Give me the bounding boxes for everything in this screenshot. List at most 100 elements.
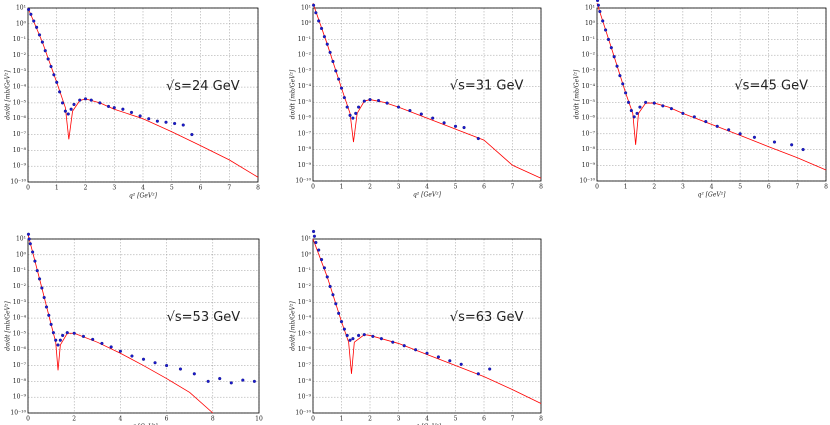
y-tick-label: 10⁻⁸: [298, 146, 312, 153]
data-point: [436, 355, 440, 359]
x-tick-label: 1: [624, 184, 628, 191]
data-point: [790, 143, 794, 147]
y-tick-label: 10⁻¹⁰: [295, 410, 311, 417]
y-tick-label: 10⁻⁴: [298, 83, 312, 90]
data-point: [32, 19, 36, 23]
data-point: [40, 286, 44, 290]
x-tick-label: 1: [55, 185, 59, 192]
y-tick-label: 10⁻¹⁰: [579, 178, 595, 185]
y-tick-label: 10⁻¹: [582, 36, 595, 43]
data-point: [61, 333, 65, 337]
data-point: [635, 111, 639, 115]
data-point: [626, 100, 631, 104]
data-point: [89, 98, 93, 102]
y-axis-label: dσ/dt [mb/GeV²]: [5, 301, 12, 351]
x-tick-label: 7: [511, 416, 515, 423]
data-point: [46, 57, 50, 61]
data-point: [106, 104, 111, 108]
data-point: [442, 121, 446, 125]
data-point: [37, 33, 42, 37]
y-tick-label: 10⁻¹: [13, 36, 26, 43]
data-point: [58, 338, 62, 342]
data-point: [362, 333, 366, 337]
y-tick-label: 10⁻⁴: [13, 84, 27, 91]
y-tick-label: 10⁻²: [13, 52, 27, 59]
x-tick-label: 7: [227, 185, 231, 192]
data-point: [55, 80, 59, 84]
x-axis-label: q² [GeV²]: [129, 193, 158, 200]
data-point: [337, 77, 341, 81]
x-tick-label: 4: [141, 185, 145, 192]
data-point: [488, 367, 492, 371]
x-tick-label: 3: [681, 184, 685, 191]
x-axis-label: q² [GeV²]: [413, 424, 442, 425]
x-tick-label: 6: [482, 184, 486, 191]
annotation: √s=24 GeV: [166, 79, 240, 94]
y-tick-label: 10⁻³: [13, 299, 27, 306]
data-point: [319, 26, 324, 31]
data-point: [715, 124, 719, 128]
data-point: [425, 351, 429, 355]
data-point: [312, 3, 316, 7]
y-tick-label: 10¹: [301, 5, 311, 12]
x-tick-label: 2: [72, 416, 76, 423]
y-tick-label: 10¹: [301, 236, 311, 243]
y-tick-label: 10⁻¹: [298, 267, 311, 274]
y-tick-label: 10⁰: [16, 20, 27, 27]
y-tick-label: 10¹: [16, 236, 26, 243]
data-point: [476, 137, 480, 141]
data-point: [58, 90, 62, 94]
data-point: [155, 119, 159, 123]
data-point: [772, 140, 777, 144]
data-point: [147, 117, 151, 121]
plot-frame: [596, 7, 827, 182]
data-point: [606, 37, 610, 42]
y-axis-label: dσ/dt [mb/GeV²]: [5, 70, 12, 120]
data-point: [118, 349, 122, 353]
y-axis-label: dσ/dt [mb/GeV²]: [290, 69, 297, 119]
data-point: [681, 111, 685, 115]
data-point: [342, 96, 346, 100]
data-point: [738, 132, 742, 136]
x-tick-label: 8: [539, 416, 543, 423]
x-tick-label: 10: [255, 416, 263, 423]
data-point: [371, 334, 375, 338]
y-tick-label: 10⁻⁶: [582, 115, 596, 122]
data-point: [752, 135, 756, 139]
data-point: [609, 46, 613, 50]
data-point: [414, 348, 418, 352]
panel: 0 1 2 3 4 5 6 7 8 10¹ 10⁰ 10⁻¹ 10⁻² 10⁻³ 10⁻⁴ 10⁻⁵ 10⁻⁶ 1…: [290, 229, 543, 425]
data-point: [314, 11, 318, 15]
x-tick-label: 2: [368, 184, 372, 191]
data-point: [337, 311, 341, 315]
y-tick-label: 10⁻¹⁰: [10, 179, 26, 186]
y-tick-label: 10⁻⁸: [582, 146, 596, 153]
data-point: [376, 99, 381, 103]
data-point: [624, 91, 628, 95]
plot-frame: [312, 238, 542, 414]
data-point: [98, 101, 102, 105]
y-tick-label: 10⁻⁴: [298, 315, 312, 322]
data-point: [396, 105, 401, 109]
y-tick-label: 10⁻⁸: [13, 147, 27, 154]
x-tick-label: 2: [368, 416, 372, 423]
x-tick-label: 4: [425, 416, 429, 423]
model-curve: [27, 234, 214, 414]
y-tick-label: 10⁰: [585, 20, 596, 27]
y-tick-label: 10⁻¹: [298, 36, 311, 43]
y-axis-label: dσ/dt [mb/GeV²]: [290, 301, 297, 351]
data-point: [629, 109, 633, 113]
data-point: [692, 115, 696, 119]
data-point: [56, 343, 60, 347]
x-tick-label: 5: [454, 416, 458, 423]
y-tick-label: 10⁻⁵: [298, 99, 312, 106]
data-point: [312, 234, 316, 238]
data-point: [54, 338, 58, 342]
data-point: [348, 113, 352, 117]
y-tick-label: 10⁻⁷: [582, 130, 596, 137]
y-tick-label: 10¹: [16, 5, 26, 12]
plot-frame: [312, 7, 542, 182]
data-point: [164, 120, 168, 124]
data-point: [121, 107, 125, 111]
data-point: [83, 97, 88, 101]
